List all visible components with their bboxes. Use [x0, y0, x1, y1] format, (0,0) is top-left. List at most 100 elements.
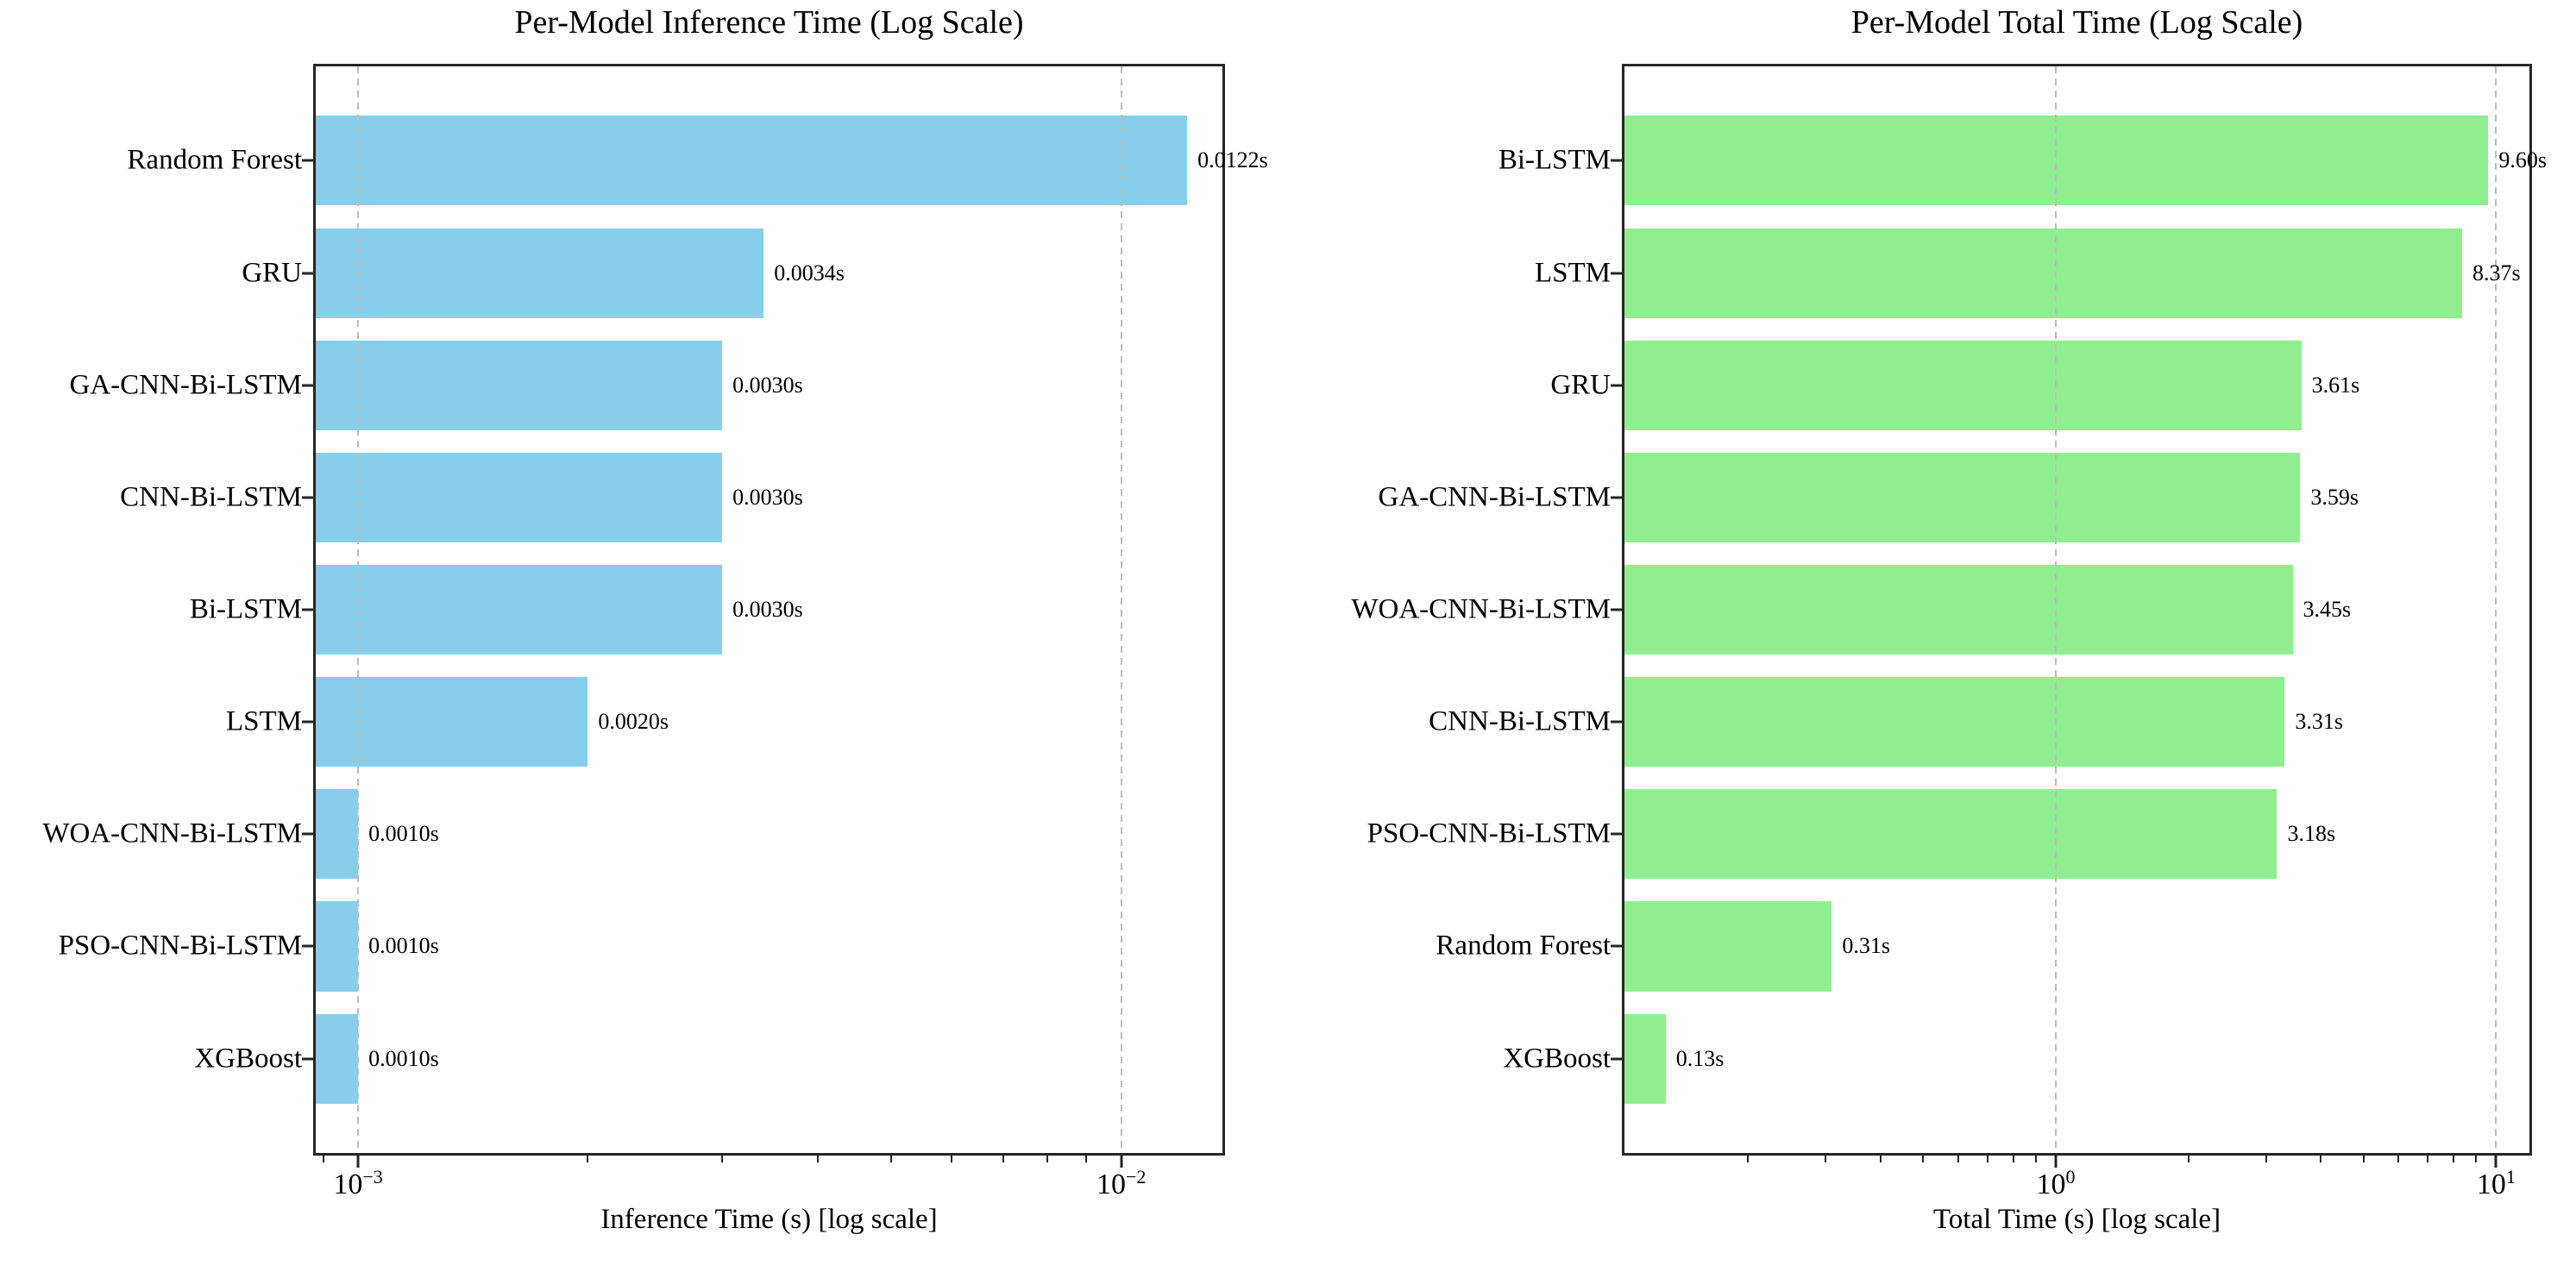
bar-value-label: 0.0010s — [368, 821, 439, 847]
bar-value-label: 0.0030s — [732, 597, 803, 622]
y-tick-mark — [1611, 384, 1622, 387]
bar — [316, 789, 359, 880]
y-tick-mark — [302, 384, 313, 387]
y-tick-mark — [302, 496, 313, 499]
chart-title: Per-Model Inference Time (Log Scale) — [514, 4, 1024, 41]
y-tick-label: GRU — [1550, 369, 1611, 401]
x-tick-label: 10−3 — [333, 1165, 383, 1200]
x-minor-tick-mark — [2187, 1156, 2190, 1162]
y-tick-mark — [1611, 272, 1622, 274]
x-minor-tick-mark — [2362, 1156, 2365, 1162]
bar — [316, 1013, 359, 1104]
bar-value-label: 0.0030s — [732, 372, 803, 398]
bar — [316, 901, 359, 992]
bar — [316, 452, 723, 542]
x-minor-tick-mark — [1046, 1156, 1048, 1162]
y-tick-label: XGBoost — [1503, 1043, 1611, 1075]
bar — [316, 228, 764, 318]
x-minor-tick-mark — [2397, 1156, 2400, 1162]
y-tick-mark — [1611, 720, 1622, 724]
y-tick-label: GA-CNN-Bi-LSTM — [1378, 481, 1612, 513]
gridline — [2055, 66, 2058, 1153]
bar-value-label: 0.13s — [1675, 1045, 1725, 1071]
x-major-tick-mark — [1120, 1156, 1123, 1168]
y-tick-mark — [1611, 944, 1622, 948]
bar-value-label: 3.59s — [2310, 484, 2359, 510]
bar-value-label: 8.37s — [2472, 260, 2521, 285]
y-tick-label: PSO-CNN-Bi-LSTM — [58, 930, 302, 962]
y-tick-label: Random Forest — [127, 144, 302, 176]
total-time-chart: Per-Model Total Time (Log Scale) 9.60s Bi… — [1351, 0, 2547, 1272]
x-minor-tick-mark — [322, 1156, 324, 1162]
y-tick-label: Random Forest — [1436, 930, 1611, 962]
y-tick-mark — [1611, 608, 1622, 611]
bar — [1624, 677, 2285, 768]
bar-value-label: 3.61s — [2311, 372, 2360, 398]
gridline — [357, 66, 360, 1153]
y-tick-mark — [302, 272, 313, 274]
x-minor-tick-mark — [2427, 1156, 2429, 1162]
x-minor-tick-mark — [2034, 1156, 2037, 1162]
x-minor-tick-mark — [951, 1156, 953, 1162]
x-minor-tick-mark — [1879, 1156, 1882, 1162]
bar-value-label: 0.0030s — [732, 484, 803, 510]
bar — [1624, 789, 2278, 880]
bar — [1624, 901, 1832, 992]
x-minor-tick-mark — [2452, 1156, 2454, 1162]
x-minor-tick-mark — [2012, 1156, 2014, 1162]
y-tick-label: Bi-LSTM — [1498, 144, 1611, 176]
bar-value-label: 0.0034s — [774, 260, 845, 285]
bar — [316, 340, 723, 430]
bar-value-label: 0.31s — [1842, 933, 1891, 959]
bar — [316, 116, 1188, 206]
bar — [316, 677, 588, 768]
x-minor-tick-mark — [1085, 1156, 1088, 1162]
y-tick-label: PSO-CNN-Bi-LSTM — [1367, 818, 1611, 849]
y-tick-label: GA-CNN-Bi-LSTM — [69, 369, 303, 401]
x-minor-tick-mark — [1747, 1156, 1750, 1162]
x-minor-tick-mark — [2320, 1156, 2322, 1162]
y-tick-mark — [302, 944, 313, 948]
x-minor-tick-mark — [587, 1156, 589, 1162]
y-tick-label: XGBoost — [194, 1043, 302, 1075]
x-tick-label: 10−2 — [1096, 1165, 1147, 1200]
y-tick-label: Bi-LSTM — [189, 593, 302, 625]
gridline — [1120, 66, 1122, 1153]
bar — [1624, 340, 2302, 430]
x-minor-tick-mark — [1957, 1156, 1959, 1162]
inference-time-chart: Per-Model Inference Time (Log Scale) 0.0… — [42, 0, 1267, 1272]
y-tick-mark — [1611, 159, 1622, 162]
bar-value-label: 0.0010s — [368, 933, 439, 959]
bar — [1624, 452, 2301, 542]
x-tick-label: 101 — [2476, 1165, 2516, 1200]
y-tick-label: WOA-CNN-Bi-LSTM — [42, 818, 302, 849]
y-tick-label: CNN-Bi-LSTM — [120, 481, 302, 513]
bar — [1624, 564, 2293, 655]
y-tick-mark — [1611, 496, 1622, 499]
bar-value-label: 3.45s — [2303, 597, 2352, 622]
x-minor-tick-mark — [1922, 1156, 1925, 1162]
x-minor-tick-mark — [1002, 1156, 1004, 1162]
x-axis-label: Inference Time (s) [log scale] — [600, 1204, 938, 1235]
y-tick-mark — [302, 720, 313, 724]
bar — [316, 564, 723, 655]
y-tick-mark — [1611, 832, 1622, 836]
plot-area: 9.60s Bi-LSTM 8.37s LSTM 3.61s GRU 3.59s GA-CNN… — [1351, 64, 2547, 1200]
x-tick-label: 100 — [2036, 1165, 2076, 1200]
y-tick-mark — [302, 1057, 313, 1061]
bar — [1624, 1013, 1666, 1104]
chart-title: Per-Model Total Time (Log Scale) — [1850, 4, 2303, 41]
y-tick-label: WOA-CNN-Bi-LSTM — [1351, 593, 1611, 625]
gridline — [2495, 66, 2497, 1153]
x-minor-tick-mark — [1986, 1156, 1989, 1162]
bar-value-label: 0.0010s — [368, 1045, 439, 1071]
y-tick-mark — [302, 159, 313, 162]
bar-value-label: 9.60s — [2498, 147, 2547, 173]
y-tick-mark — [302, 832, 313, 836]
y-tick-label: CNN-Bi-LSTM — [1429, 705, 1611, 737]
x-minor-tick-mark — [721, 1156, 724, 1162]
x-minor-tick-mark — [2265, 1156, 2267, 1162]
x-minor-tick-mark — [890, 1156, 893, 1162]
bar-value-label: 0.0122s — [1197, 147, 1268, 173]
